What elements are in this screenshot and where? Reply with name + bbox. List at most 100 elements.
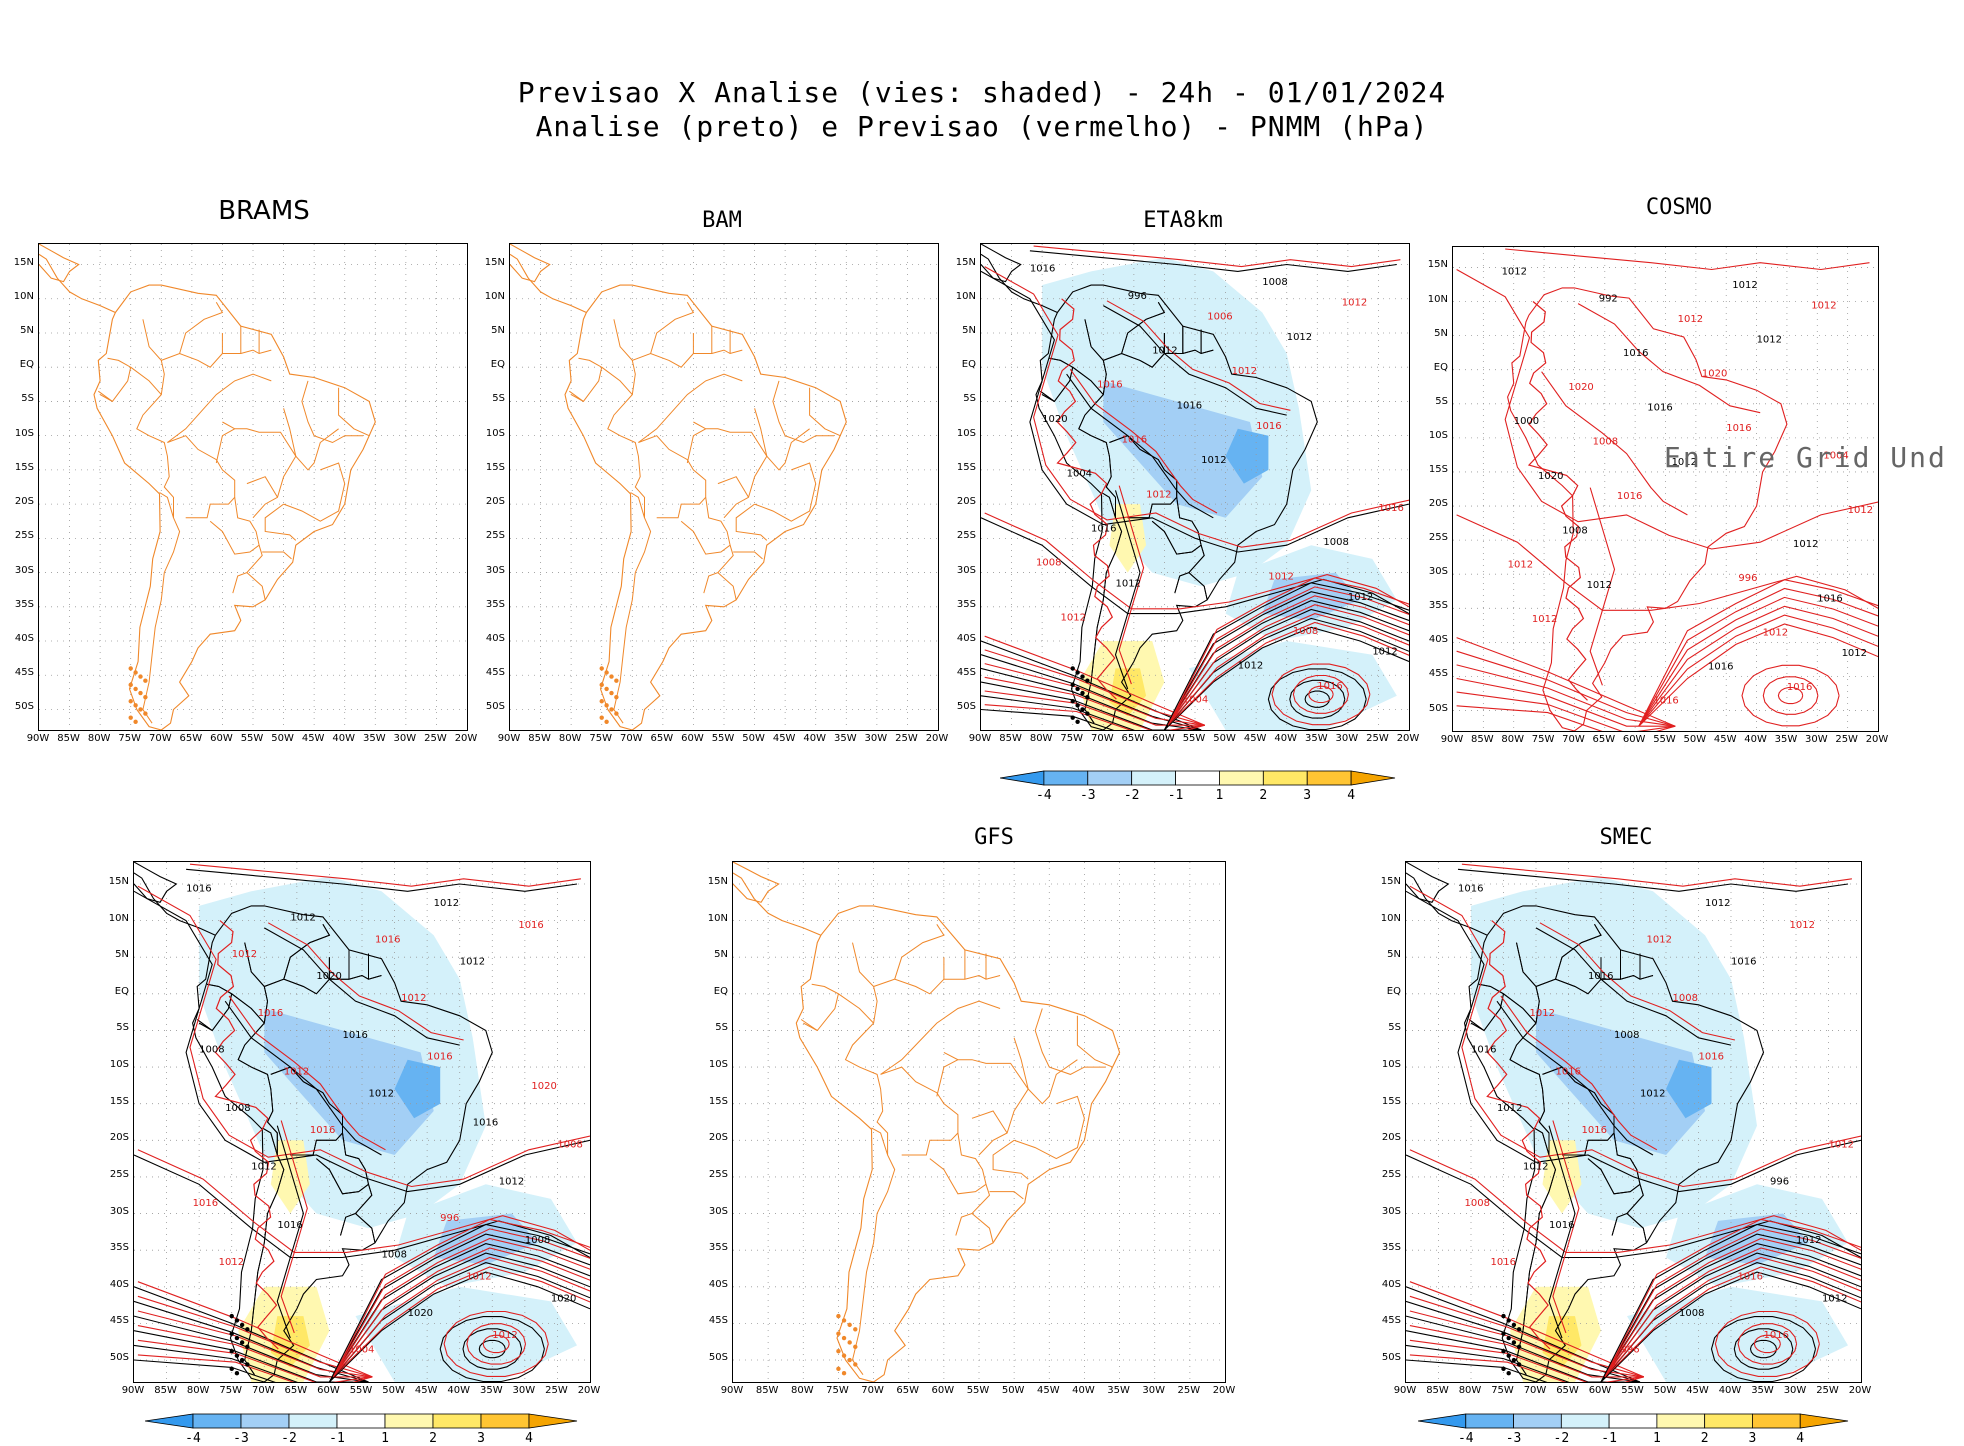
map-panel-brams[interactable] — [38, 243, 468, 731]
map-panel-cosmo[interactable]: 1012 1016 1012 1012 1012 1012 1012 1016 1012 1020… — [1452, 246, 1879, 732]
contour-label: 1012 — [284, 1066, 309, 1077]
lat-tick-label: 35S — [1381, 1242, 1401, 1254]
lon-tick-label: 60W — [210, 733, 233, 744]
colorbar-label: -1 — [1601, 1431, 1617, 1446]
lon-tick-label: 40W — [332, 733, 356, 744]
colorbar-segment — [480, 1413, 530, 1429]
contour-label: 1012 — [1146, 489, 1171, 500]
colorbar-label: -4 — [185, 1431, 201, 1446]
contour-label: 1016 — [1549, 1220, 1574, 1231]
contour-label: 1012 — [1342, 298, 1367, 309]
colorbar-segment — [1350, 770, 1396, 786]
contour-label: 996 — [1621, 1345, 1640, 1356]
colorbar-segment — [1513, 1413, 1562, 1429]
lon-tick-label: 85W — [528, 733, 551, 744]
lat-tick-label: 10S — [1381, 1059, 1401, 1071]
colorbar-segment — [1087, 770, 1133, 786]
colorbar-segment — [432, 1413, 482, 1429]
contour-label: 1012 — [1811, 300, 1836, 311]
contour-label: 1016 — [427, 1052, 452, 1063]
colorbar-label: -2 — [1553, 1431, 1570, 1446]
contour-label: 1000 — [1514, 416, 1539, 427]
lat-tick-label: 15N — [1427, 259, 1448, 271]
colorbar-segment — [288, 1413, 338, 1429]
contour-label: 1012 — [1796, 1235, 1821, 1246]
lon-tick-label: 30W — [1783, 1385, 1807, 1396]
lon-tick-label: 70W — [861, 1385, 884, 1396]
lat-tick-label: 15S — [485, 461, 505, 473]
contour-label: 1008 — [1673, 993, 1698, 1004]
contour-label: 1016 — [193, 1198, 218, 1209]
contour-label: 1012 — [401, 993, 426, 1004]
lon-tick-label: 65W — [1592, 734, 1616, 745]
lon-tick-label: 75W — [118, 733, 142, 744]
contour-label: 1012 — [1523, 1162, 1548, 1173]
contour-label: 1012 — [1060, 612, 1085, 623]
colorbar-segment — [1465, 1413, 1514, 1429]
colorbar-label: 1 — [1215, 788, 1224, 803]
contour-label: 1016 — [1726, 423, 1751, 434]
colorbar-segment — [1043, 770, 1089, 786]
contour-label: 1004 — [349, 1345, 374, 1356]
contour-label: 1008 — [1593, 437, 1618, 448]
map-panel-unnamed[interactable]: 1016 1016 1016 1016 1012 1012 1012 1016 1020 1012… — [133, 861, 591, 1383]
lat-tick-label: EQ — [961, 359, 976, 371]
lat-tick-label: 20S — [14, 496, 34, 508]
lat-tick-label: 25S — [1381, 1168, 1401, 1180]
contour-label: 1012 — [460, 957, 485, 968]
contour-label: 1012 — [499, 1176, 524, 1187]
lat-tick-label: 45S — [956, 667, 976, 679]
lat-tick-label: 10N — [707, 912, 728, 924]
lat-tick-label: 30S — [109, 1205, 129, 1217]
colorbar-segment — [528, 1413, 578, 1429]
colorbar-segment — [192, 1413, 242, 1429]
lat-tick-label: 40S — [485, 633, 505, 644]
colorbar-segment — [1608, 1413, 1658, 1429]
colorbar-segment — [1131, 770, 1176, 786]
contour-label: 1012 — [1678, 314, 1703, 325]
map-panel-eta8km[interactable]: 1016 1016 1012 1012 1012 1012 1012 1012 1012 1012… — [980, 243, 1410, 731]
lon-tick-label: 70W — [619, 733, 643, 744]
lat-tick-label: 5S — [963, 393, 976, 405]
map-canvas: 1012 1016 1012 1012 1012 1012 1012 1016 1012 1020… — [1453, 247, 1878, 731]
map-panel-smec[interactable]: 1016 1016 1016 1012 1012 1016 1016 1016 1012 1008… — [1405, 861, 1862, 1383]
lon-tick-label: 75W — [589, 733, 613, 744]
colorbar-label: 4 — [1347, 788, 1356, 803]
lat-tick-label: 45S — [14, 667, 34, 679]
contour-label: 1020 — [531, 1081, 556, 1092]
lon-tick-label: 90W — [497, 733, 521, 744]
lat-tick-label: 5S — [21, 393, 34, 405]
lat-tick-label: 30S — [956, 564, 976, 576]
lat-tick-label: 25S — [956, 530, 976, 542]
lon-tick-label: 25W — [545, 1385, 568, 1396]
lon-tick-label: 55W — [1182, 733, 1206, 744]
lat-tick-label: 30S — [1428, 566, 1448, 578]
lon-tick-label: 70W — [1562, 734, 1585, 745]
contour-label: 1012 — [1647, 935, 1672, 946]
lon-tick-label: 40W — [1072, 1385, 1095, 1396]
lon-tick-label: 25W — [424, 733, 447, 744]
lat-tick-label: 10S — [1428, 429, 1448, 441]
lat-tick-label: 20S — [708, 1132, 728, 1144]
map-panel-bam[interactable] — [509, 243, 939, 731]
lon-tick-label: 45W — [1686, 1385, 1709, 1396]
contour-label: 1008 — [1293, 626, 1318, 637]
map-panel-gfs[interactable] — [732, 861, 1226, 1383]
lon-tick-label: 75W — [219, 1385, 243, 1396]
colorbar-segment — [1752, 1413, 1801, 1429]
contour-label: 1016 — [1582, 1125, 1607, 1136]
lon-tick-label: 35W — [1751, 1385, 1774, 1396]
lat-tick-label: EQ — [490, 359, 505, 371]
contour-label: 1012 — [1502, 266, 1527, 277]
colorbar-label: -3 — [1079, 788, 1096, 803]
lat-tick-label: 5N — [1434, 327, 1448, 339]
lon-tick-label: 45W — [1036, 1385, 1060, 1396]
lat-tick-label: 5N — [1387, 949, 1401, 961]
colorbar-segment — [1560, 1413, 1610, 1429]
lat-tick-label: 50S — [109, 1352, 129, 1364]
contour-label: 1012 — [1790, 920, 1815, 931]
lon-tick-label: 20W — [454, 733, 478, 744]
lat-tick-label: 5S — [715, 1022, 728, 1034]
colorbar-segment — [1219, 770, 1264, 786]
lat-tick-label: 5N — [962, 324, 976, 336]
